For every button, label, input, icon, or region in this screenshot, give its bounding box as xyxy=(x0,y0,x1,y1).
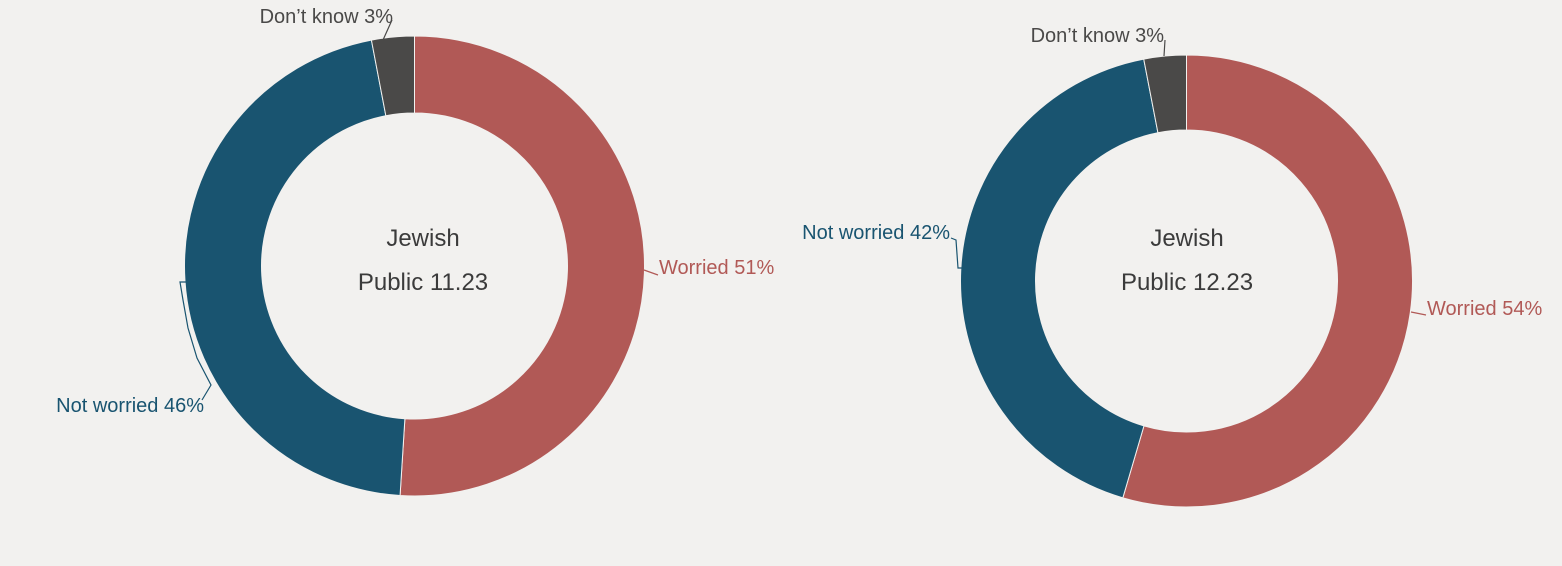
chart-1-dont-know-label: Don’t know 3% xyxy=(260,6,394,28)
chart-1-dont-know-slice xyxy=(370,35,415,117)
chart-2-not-worried-slice xyxy=(960,58,1159,499)
chart-2-worried-label: Worried 54% xyxy=(1427,298,1542,320)
chart-1-worried-slice xyxy=(399,35,645,497)
chart-1-slices xyxy=(184,35,645,497)
chart-1-title-line-2: Public 11.23 xyxy=(358,269,488,296)
chart-2-title-line-1: Jewish xyxy=(1150,225,1223,252)
chart-2-dont-know-leader xyxy=(1163,39,1166,57)
chart-2-title-line-2: Public 12.23 xyxy=(1121,269,1253,296)
donut-chart-2: Jewish Public 12.23 Worried 54% Not worr… xyxy=(802,25,1542,508)
chart-2-not-worried-leader xyxy=(950,237,963,269)
chart-1-not-worried-leader xyxy=(179,281,212,401)
chart-1-worried-label: Worried 51% xyxy=(659,257,774,279)
chart-2-slices xyxy=(960,54,1413,508)
chart-1-dont-know-leader xyxy=(382,19,393,41)
chart-2-worried-slice xyxy=(1122,54,1413,508)
chart-1-not-worried-label: Not worried 46% xyxy=(56,395,204,417)
chart-2-worried-leader xyxy=(1410,311,1427,316)
chart-2-dont-know-slice xyxy=(1143,54,1187,134)
chart-1-worried-leader xyxy=(643,269,659,276)
donut-chart-1: Jewish Public 11.23 Worried 51% Not worr… xyxy=(56,6,774,497)
chart-1-title-line-1: Jewish xyxy=(386,225,459,252)
chart-2-not-worried-label: Not worried 42% xyxy=(802,222,950,244)
chart-2-dont-know-label: Don’t know 3% xyxy=(1031,25,1165,47)
chart-1-not-worried-slice xyxy=(184,39,406,497)
